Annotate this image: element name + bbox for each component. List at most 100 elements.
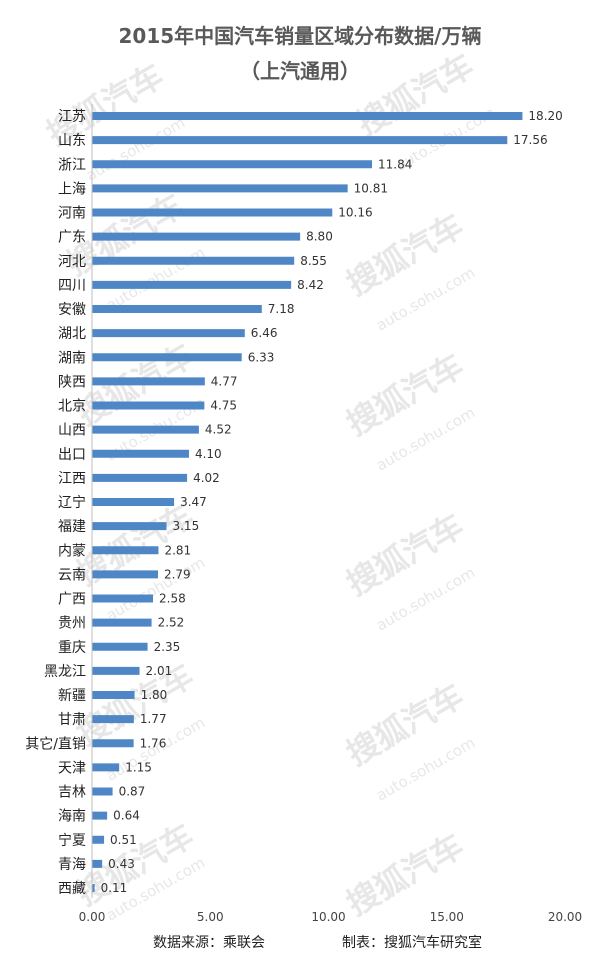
bar <box>92 884 95 892</box>
bar <box>92 498 175 506</box>
data-source-note: 数据来源：乘联会 <box>153 935 265 951</box>
category-label: 江苏 <box>58 109 86 125</box>
value-label: 0.51 <box>110 833 137 847</box>
value-label: 2.35 <box>154 640 181 654</box>
bar <box>92 546 159 555</box>
category-label: 青海 <box>58 857 86 873</box>
category-label: 宁夏 <box>58 832 86 849</box>
bar <box>92 377 205 386</box>
value-label: 10.81 <box>354 181 388 195</box>
category-label: 广西 <box>58 592 86 608</box>
x-tick-label: 5.00 <box>197 910 224 924</box>
category-label: 四川 <box>58 278 86 294</box>
value-label: 8.55 <box>300 254 327 268</box>
value-label: 4.02 <box>193 471 220 485</box>
category-label: 山西 <box>58 423 86 439</box>
bar <box>92 136 508 145</box>
bar <box>92 618 152 627</box>
category-label: 云南 <box>58 567 86 583</box>
bar <box>92 522 167 531</box>
value-label: 11.84 <box>378 157 412 171</box>
value-label: 6.46 <box>251 326 278 340</box>
value-label: 1.77 <box>140 712 167 726</box>
category-label: 重庆 <box>58 640 86 656</box>
value-label: 4.75 <box>210 399 237 413</box>
value-label: 1.80 <box>141 688 168 702</box>
category-label: 出口 <box>58 447 86 463</box>
category-label: 北京 <box>58 399 86 415</box>
bar <box>92 401 205 410</box>
category-label: 山东 <box>58 133 86 149</box>
bar <box>92 449 189 458</box>
category-label: 海南 <box>58 809 86 825</box>
category-label: 甘肃 <box>58 712 86 728</box>
bar <box>92 280 292 289</box>
bar <box>92 256 295 265</box>
value-label: 1.15 <box>125 760 152 774</box>
category-label: 江西 <box>58 471 86 487</box>
value-label: 17.56 <box>513 133 547 147</box>
value-label: 3.47 <box>180 495 207 509</box>
category-label: 西藏 <box>58 881 86 897</box>
bar <box>92 425 199 434</box>
bar <box>92 691 135 699</box>
value-label: 4.77 <box>211 374 238 388</box>
category-label: 其它/直销 <box>25 735 86 752</box>
bar <box>92 811 108 820</box>
value-label: 6.33 <box>248 350 275 364</box>
value-label: 2.01 <box>146 664 173 678</box>
category-label: 陕西 <box>58 374 86 390</box>
bar <box>92 112 523 120</box>
chart-subtitle: （上汽通用） <box>240 59 360 83</box>
value-label: 2.58 <box>159 592 186 606</box>
bar <box>92 160 373 169</box>
bar <box>92 305 262 313</box>
value-label: 1.76 <box>140 736 167 750</box>
bar <box>92 353 242 362</box>
bar <box>92 232 301 241</box>
value-label: 0.11 <box>101 881 128 895</box>
category-label: 天津 <box>58 760 86 776</box>
category-label: 湖南 <box>58 350 86 366</box>
category-label: 河南 <box>58 206 86 222</box>
bar <box>92 208 333 217</box>
value-label: 2.81 <box>164 543 191 557</box>
value-label: 2.79 <box>164 567 191 581</box>
chart-title: 2015年中国汽车销量区域分布数据/万辆 <box>118 24 482 48</box>
bar <box>92 835 105 844</box>
value-label: 8.80 <box>306 230 333 244</box>
x-tick-label: 20.00 <box>548 910 582 924</box>
value-label: 2.52 <box>158 616 185 630</box>
value-label: 0.87 <box>119 785 146 799</box>
category-label: 内蒙 <box>58 543 86 559</box>
value-label: 3.15 <box>172 519 199 533</box>
x-tick-label: 10.00 <box>311 910 345 924</box>
category-label: 河北 <box>58 254 86 270</box>
value-label: 7.18 <box>268 302 295 316</box>
category-label: 上海 <box>58 181 86 197</box>
bar <box>92 473 188 482</box>
value-label: 4.52 <box>205 423 232 437</box>
bar <box>92 329 245 338</box>
bar <box>92 184 348 193</box>
category-label: 黑龙江 <box>44 664 86 680</box>
x-tick-label: 0.00 <box>79 910 106 924</box>
bar <box>92 642 148 651</box>
value-label: 0.43 <box>108 857 135 871</box>
bar <box>92 739 134 748</box>
bar <box>92 763 120 772</box>
category-label: 新疆 <box>58 688 86 704</box>
table-maker-note: 制表：搜狐汽车研究室 <box>342 935 482 951</box>
category-label: 广东 <box>58 230 86 246</box>
bar <box>92 787 113 796</box>
category-label: 福建 <box>58 519 86 535</box>
category-label: 安徽 <box>58 302 86 318</box>
category-label: 吉林 <box>58 785 86 801</box>
value-label: 18.20 <box>528 109 562 123</box>
bar <box>92 859 103 868</box>
bar <box>92 666 140 675</box>
value-label: 10.16 <box>338 206 372 220</box>
bar <box>92 715 134 724</box>
